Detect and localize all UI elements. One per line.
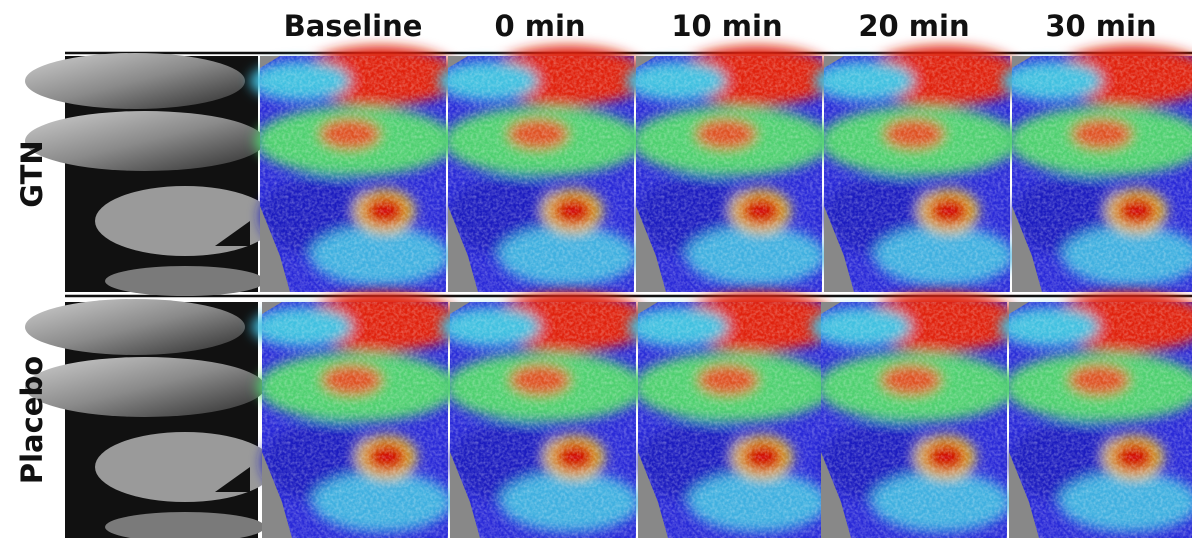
column-header: 0 min xyxy=(494,9,585,43)
row-label: Placebo xyxy=(15,356,49,484)
flux-image xyxy=(1002,46,1192,292)
column-header: 30 min xyxy=(1045,9,1156,43)
figure: GTN Placebo Baseline 0 min 10 min 20 min 30 mi… xyxy=(0,0,1192,538)
column-header: Baseline xyxy=(284,9,423,43)
photo xyxy=(25,53,275,296)
flux-image xyxy=(438,46,648,292)
flux-image xyxy=(250,46,460,292)
row-label: GTN xyxy=(15,140,49,207)
column-header: 10 min xyxy=(671,9,782,43)
column-header: 20 min xyxy=(858,9,969,43)
flux-image xyxy=(628,292,838,538)
flux-image xyxy=(252,292,462,538)
flux-image xyxy=(811,292,1021,538)
flux-image xyxy=(999,292,1192,538)
flux-image xyxy=(626,46,836,292)
photo xyxy=(25,299,275,538)
flux-image xyxy=(814,46,1024,292)
flux-image xyxy=(440,292,650,538)
